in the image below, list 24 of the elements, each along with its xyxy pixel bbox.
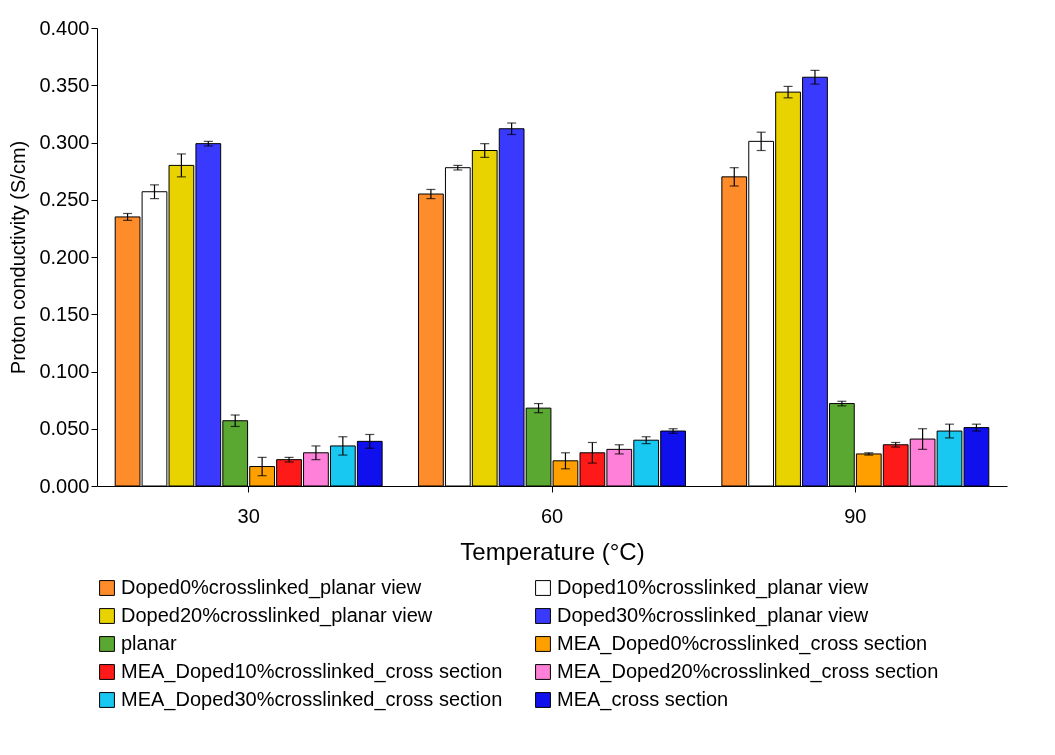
y-tick-label: 0.400 [39,16,90,39]
y-tick-label: 0.250 [39,188,90,211]
y-tick-label: 0.150 [39,302,90,325]
legend-label: MEA_Doped0%crosslinked_cross section [557,632,928,655]
legend-label: Doped30%crosslinked_planar view [557,604,869,627]
legend-label: planar [121,632,177,654]
x-tick-label: 60 [540,504,564,527]
y-tick-label: 0.100 [39,360,90,382]
y-tick-label: 0.050 [39,417,90,440]
legend-label: Doped20%crosslinked_planar view [121,604,433,627]
y-axis-title: Proton conductivity (S/cm) [7,140,30,375]
legend-label: MEA_Doped20%crosslinked_cross section [557,660,939,683]
y-tick-label: 0.000 [39,474,90,497]
y-tick-label: 0.200 [39,245,90,268]
legend-label: MEA_cross section [557,688,729,711]
x-tick-label: 90 [844,504,867,527]
y-tick-label: 0.300 [39,131,90,153]
legend-label: MEA_Doped10%crosslinked_cross section [121,660,503,683]
legend-label: MEA_Doped30%crosslinked_cross section [121,688,503,711]
legend-label: Doped0%crosslinked_planar view [121,576,422,599]
legend-label: Doped10%crosslinked_planar view [557,576,869,599]
x-axis-title: Temperature (°C) [460,537,645,565]
x-tick-label: 30 [237,504,260,527]
y-tick-label: 0.350 [39,73,90,96]
